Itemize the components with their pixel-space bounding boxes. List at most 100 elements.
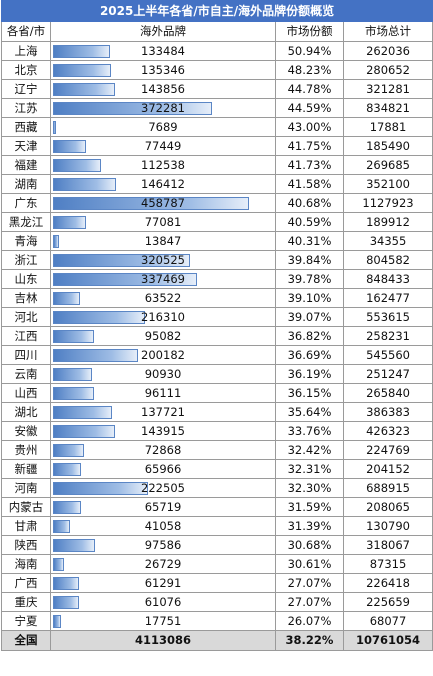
market-total-cell[interactable]: 834821 <box>342 98 433 118</box>
market-share-cell[interactable]: 32.31% <box>275 459 344 479</box>
market-share-cell[interactable]: 40.59% <box>275 212 344 232</box>
market-share-cell[interactable]: 36.15% <box>275 383 344 403</box>
province-cell[interactable]: 宁夏 <box>1 611 51 631</box>
province-cell[interactable]: 安徽 <box>1 421 51 441</box>
province-cell[interactable]: 湖北 <box>1 402 51 422</box>
overseas-brand-cell[interactable]: 458787 <box>50 193 276 213</box>
header-province[interactable]: 各省/市 <box>1 21 51 42</box>
market-share-cell[interactable]: 33.76% <box>275 421 344 441</box>
province-cell[interactable]: 四川 <box>1 345 51 365</box>
market-share-cell[interactable]: 32.42% <box>275 440 344 460</box>
province-cell[interactable]: 山东 <box>1 269 51 289</box>
province-cell[interactable]: 新疆 <box>1 459 51 479</box>
overseas-brand-cell[interactable]: 26729 <box>50 554 276 574</box>
province-cell[interactable]: 云南 <box>1 364 51 384</box>
market-total-cell[interactable]: 204152 <box>342 459 433 479</box>
overseas-brand-cell[interactable]: 146412 <box>50 174 276 194</box>
overseas-brand-cell[interactable]: 77449 <box>50 136 276 156</box>
province-cell[interactable]: 内蒙古 <box>1 497 51 517</box>
province-cell[interactable]: 青海 <box>1 231 51 251</box>
overseas-brand-cell[interactable]: 133484 <box>50 41 276 61</box>
province-cell[interactable]: 福建 <box>1 155 51 175</box>
total-overseas-cell[interactable]: 4113086 <box>50 630 276 651</box>
market-share-cell[interactable]: 26.07% <box>275 611 344 631</box>
market-total-cell[interactable]: 17881 <box>342 117 433 137</box>
overseas-brand-cell[interactable]: 61076 <box>50 592 276 612</box>
market-share-cell[interactable]: 31.39% <box>275 516 344 536</box>
overseas-brand-cell[interactable]: 7689 <box>50 117 276 137</box>
province-cell[interactable]: 浙江 <box>1 250 51 270</box>
overseas-brand-cell[interactable]: 320525 <box>50 250 276 270</box>
overseas-brand-cell[interactable]: 222505 <box>50 478 276 498</box>
market-total-cell[interactable]: 804582 <box>342 250 433 270</box>
market-share-cell[interactable]: 36.82% <box>275 326 344 346</box>
overseas-brand-cell[interactable]: 90930 <box>50 364 276 384</box>
province-cell[interactable]: 上海 <box>1 41 51 61</box>
market-total-cell[interactable]: 262036 <box>342 41 433 61</box>
province-cell[interactable]: 江西 <box>1 326 51 346</box>
overseas-brand-cell[interactable]: 96111 <box>50 383 276 403</box>
market-share-cell[interactable]: 27.07% <box>275 592 344 612</box>
province-cell[interactable]: 贵州 <box>1 440 51 460</box>
market-total-cell[interactable]: 1127923 <box>342 193 433 213</box>
market-share-cell[interactable]: 41.58% <box>275 174 344 194</box>
market-total-cell[interactable]: 280652 <box>342 60 433 80</box>
header-market-total[interactable]: 市场总计 <box>342 21 433 42</box>
market-share-cell[interactable]: 48.23% <box>275 60 344 80</box>
overseas-brand-cell[interactable]: 337469 <box>50 269 276 289</box>
market-share-cell[interactable]: 39.07% <box>275 307 344 327</box>
market-total-cell[interactable]: 226418 <box>342 573 433 593</box>
overseas-brand-cell[interactable]: 17751 <box>50 611 276 631</box>
market-share-cell[interactable]: 36.69% <box>275 345 344 365</box>
market-total-cell[interactable]: 545560 <box>342 345 433 365</box>
overseas-brand-cell[interactable]: 61291 <box>50 573 276 593</box>
province-cell[interactable]: 山西 <box>1 383 51 403</box>
province-cell[interactable]: 重庆 <box>1 592 51 612</box>
overseas-brand-cell[interactable]: 372281 <box>50 98 276 118</box>
market-total-cell[interactable]: 258231 <box>342 326 433 346</box>
market-share-cell[interactable]: 35.64% <box>275 402 344 422</box>
market-share-cell[interactable]: 41.73% <box>275 155 344 175</box>
province-cell[interactable]: 河南 <box>1 478 51 498</box>
market-share-cell[interactable]: 39.78% <box>275 269 344 289</box>
market-total-cell[interactable]: 269685 <box>342 155 433 175</box>
market-share-cell[interactable]: 40.31% <box>275 231 344 251</box>
market-total-cell[interactable]: 426323 <box>342 421 433 441</box>
province-cell[interactable]: 天津 <box>1 136 51 156</box>
market-total-cell[interactable]: 189912 <box>342 212 433 232</box>
market-share-cell[interactable]: 30.61% <box>275 554 344 574</box>
market-total-cell[interactable]: 251247 <box>342 364 433 384</box>
market-total-cell[interactable]: 185490 <box>342 136 433 156</box>
market-share-cell[interactable]: 39.84% <box>275 250 344 270</box>
market-share-cell[interactable]: 30.68% <box>275 535 344 555</box>
market-share-cell[interactable]: 44.78% <box>275 79 344 99</box>
market-total-cell[interactable]: 553615 <box>342 307 433 327</box>
market-total-cell[interactable]: 34355 <box>342 231 433 251</box>
market-total-cell[interactable]: 318067 <box>342 535 433 555</box>
province-cell[interactable]: 湖南 <box>1 174 51 194</box>
market-share-cell[interactable]: 27.07% <box>275 573 344 593</box>
market-share-cell[interactable]: 39.10% <box>275 288 344 308</box>
overseas-brand-cell[interactable]: 72868 <box>50 440 276 460</box>
province-cell[interactable]: 黑龙江 <box>1 212 51 232</box>
province-cell[interactable]: 西藏 <box>1 117 51 137</box>
overseas-brand-cell[interactable]: 216310 <box>50 307 276 327</box>
table-title[interactable]: 2025上半年各省/市自主/海外品牌份额概览 <box>0 0 433 22</box>
market-total-cell[interactable]: 321281 <box>342 79 433 99</box>
total-market-cell[interactable]: 10761054 <box>342 630 433 651</box>
province-cell[interactable]: 河北 <box>1 307 51 327</box>
market-share-cell[interactable]: 31.59% <box>275 497 344 517</box>
overseas-brand-cell[interactable]: 13847 <box>50 231 276 251</box>
overseas-brand-cell[interactable]: 143856 <box>50 79 276 99</box>
total-province-cell[interactable]: 全国 <box>1 630 51 651</box>
overseas-brand-cell[interactable]: 112538 <box>50 155 276 175</box>
header-overseas-brand[interactable]: 海外品牌 <box>50 21 276 42</box>
overseas-brand-cell[interactable]: 97586 <box>50 535 276 555</box>
market-total-cell[interactable]: 225659 <box>342 592 433 612</box>
market-total-cell[interactable]: 265840 <box>342 383 433 403</box>
overseas-brand-cell[interactable]: 65966 <box>50 459 276 479</box>
market-total-cell[interactable]: 130790 <box>342 516 433 536</box>
province-cell[interactable]: 吉林 <box>1 288 51 308</box>
province-cell[interactable]: 甘肃 <box>1 516 51 536</box>
overseas-brand-cell[interactable]: 63522 <box>50 288 276 308</box>
